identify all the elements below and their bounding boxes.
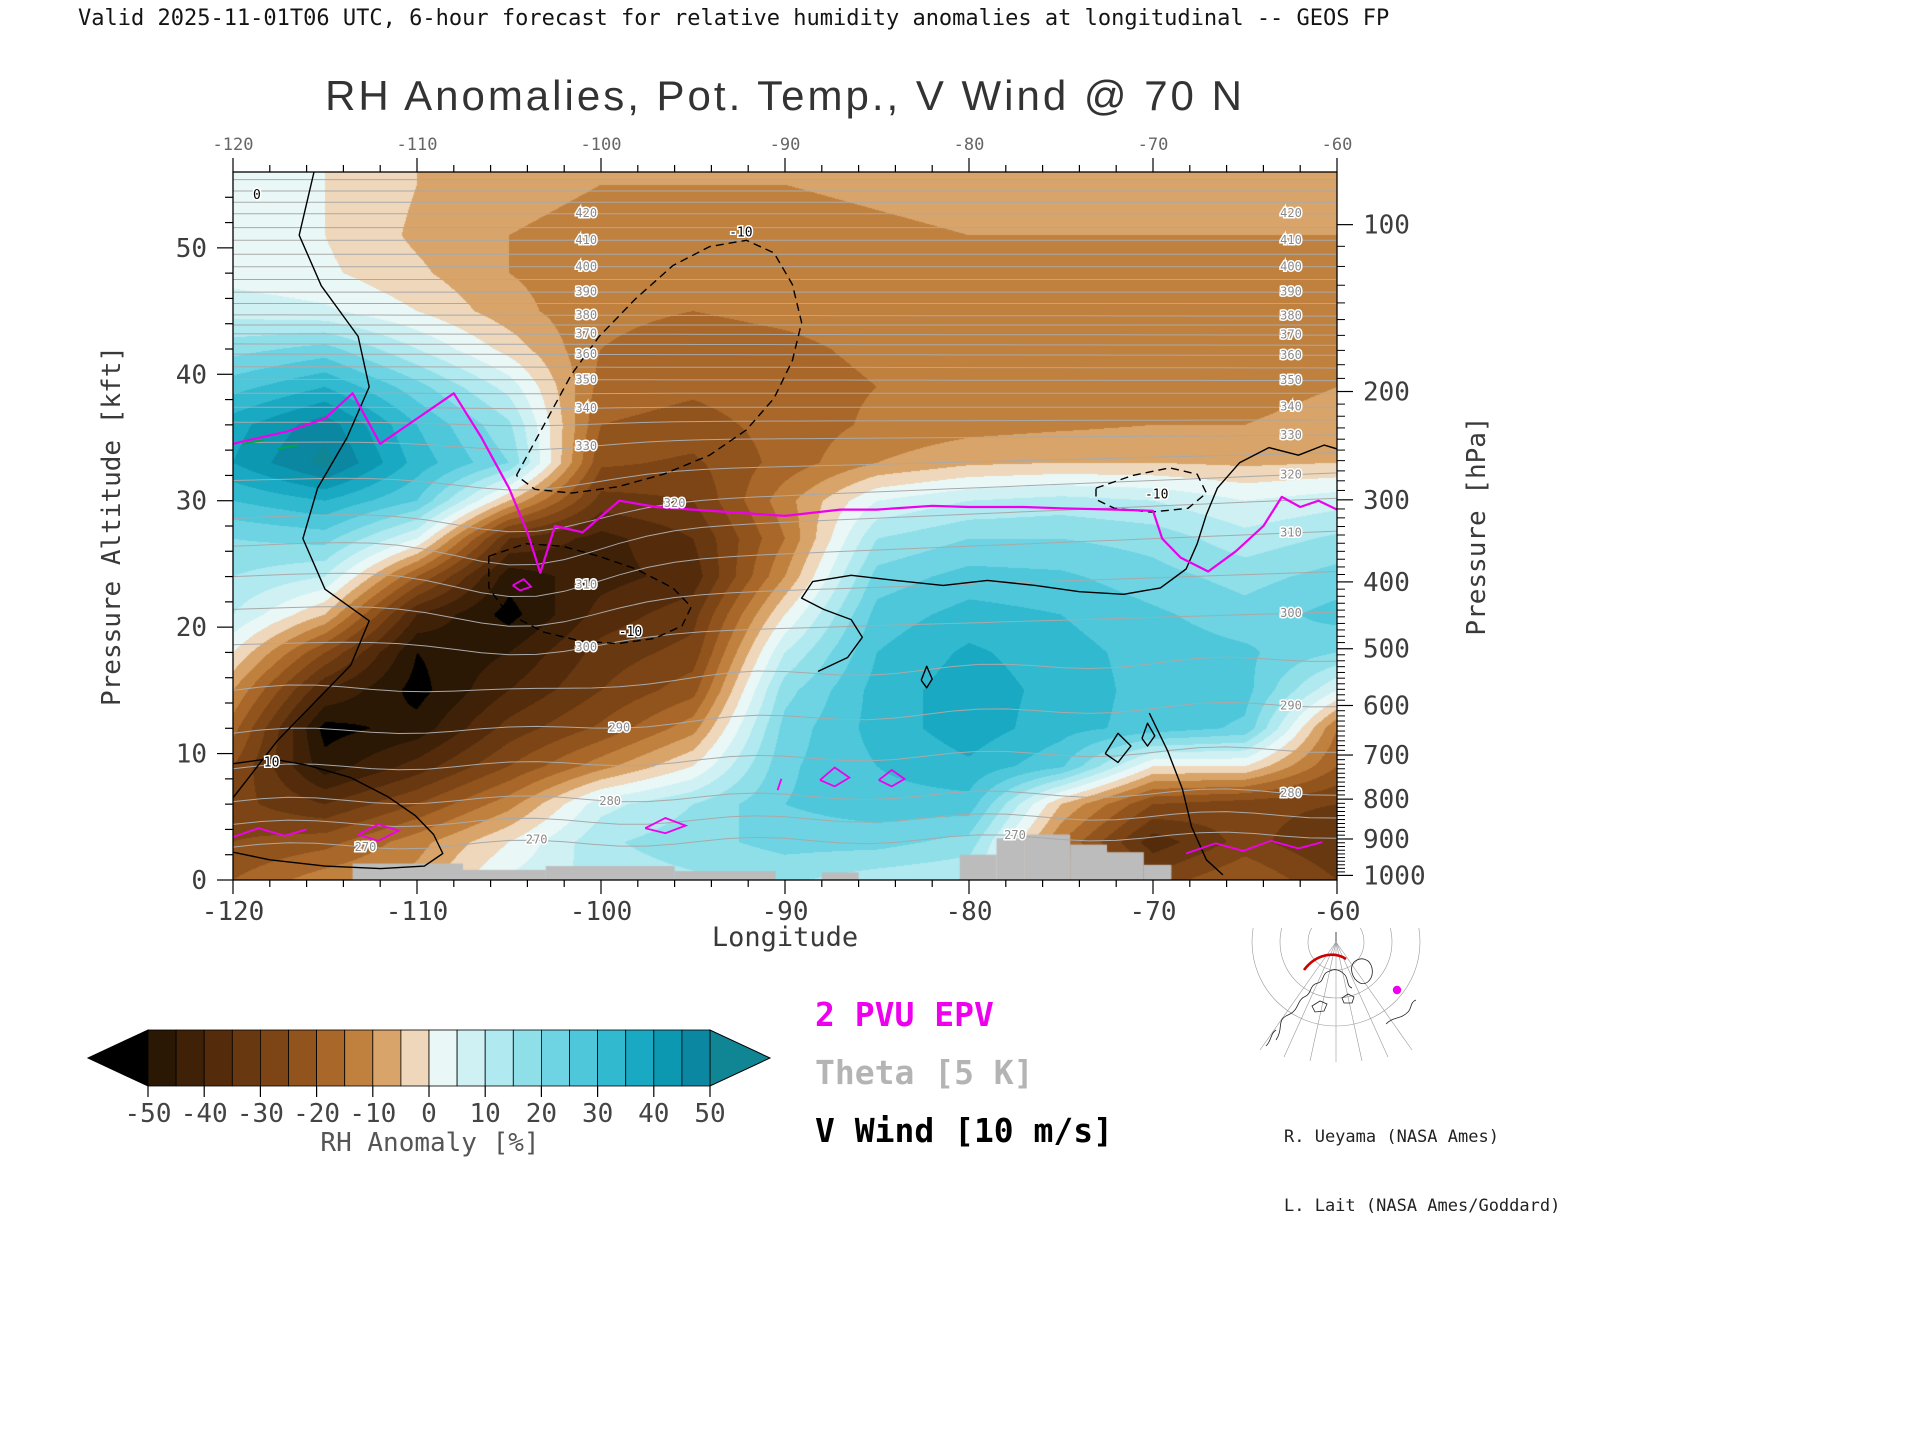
svg-text:-30: -30	[237, 1099, 284, 1129]
svg-text:1000: 1000	[1363, 861, 1426, 891]
svg-text:-20: -20	[293, 1099, 340, 1129]
svg-text:10: 10	[470, 1099, 501, 1129]
valid-time-header: Valid 2025-11-01T06 UTC, 6-hour forecast…	[78, 6, 1390, 31]
svg-text:700: 700	[1363, 741, 1410, 771]
svg-text:-90: -90	[770, 135, 801, 155]
svg-text:-80: -80	[954, 135, 985, 155]
svg-text:800: 800	[1363, 785, 1410, 815]
svg-text:20: 20	[526, 1099, 557, 1129]
svg-text:400: 400	[1363, 568, 1410, 598]
legend-epv: 2 PVU EPV	[815, 995, 994, 1034]
y-right-axis-title: Pressure [hPa]	[1462, 416, 1492, 636]
svg-text:-70: -70	[1138, 135, 1169, 155]
colorbar-label: RH Anomaly [%]	[320, 1128, 540, 1158]
svg-text:300: 300	[1363, 486, 1410, 516]
credits: R. Ueyama (NASA Ames) L. Lait (NASA Ames…	[1284, 1080, 1560, 1264]
svg-text:50: 50	[176, 234, 207, 264]
svg-text:20: 20	[176, 613, 207, 643]
svg-text:30: 30	[582, 1099, 613, 1129]
svg-text:50: 50	[694, 1099, 725, 1129]
x-axis-title: Longitude	[711, 922, 859, 953]
plot-title: RH Anomalies, Pot. Temp., V Wind @ 70 N	[325, 72, 1245, 119]
svg-text:600: 600	[1363, 691, 1410, 721]
svg-text:-40: -40	[181, 1099, 228, 1129]
rh-anomaly-heatmap	[233, 172, 1337, 880]
credit-line-1: R. Ueyama (NASA Ames)	[1284, 1127, 1499, 1147]
credit-line-2: L. Lait (NASA Ames/Goddard)	[1284, 1196, 1561, 1216]
svg-text:0: 0	[191, 866, 207, 896]
legend: 2 PVU EPV Theta [5 K] V Wind [10 m/s]	[815, 986, 1113, 1160]
svg-text:900: 900	[1363, 825, 1410, 855]
svg-text:0: 0	[421, 1099, 437, 1129]
colorbar	[86, 1029, 772, 1097]
legend-theta: Theta [5 K]	[815, 1053, 1034, 1092]
svg-text:-10: -10	[349, 1099, 396, 1129]
svg-text:100: 100	[1363, 211, 1410, 241]
svg-text:-60: -60	[1322, 135, 1353, 155]
svg-text:500: 500	[1363, 635, 1410, 665]
svg-text:-120: -120	[213, 135, 254, 155]
svg-text:30: 30	[176, 487, 207, 517]
svg-text:-110: -110	[397, 135, 438, 155]
svg-text:-100: -100	[581, 135, 622, 155]
svg-text:-50: -50	[125, 1099, 172, 1129]
svg-text:10: 10	[176, 740, 207, 770]
inset-map	[1251, 928, 1421, 1062]
svg-text:40: 40	[176, 360, 207, 390]
y-left-axis-title: Pressure Altitude [kft]	[97, 345, 127, 707]
legend-vwind: V Wind [10 m/s]	[815, 1111, 1114, 1150]
svg-text:200: 200	[1363, 378, 1410, 408]
svg-text:40: 40	[638, 1099, 669, 1129]
